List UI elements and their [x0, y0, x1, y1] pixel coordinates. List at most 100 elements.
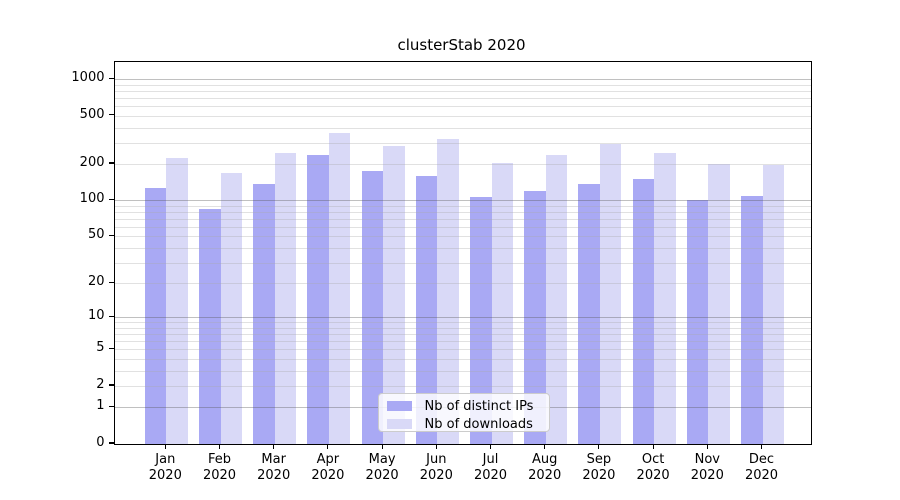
gridline-minor [114, 226, 811, 228]
bar-downloads-oct [654, 152, 676, 444]
gridline-minor [114, 283, 811, 285]
gridline-minor [114, 386, 811, 387]
bar-downloads-jun [437, 139, 459, 444]
y-axis-tick [108, 234, 114, 237]
gridline-minor [114, 164, 811, 166]
bar-distinct-ips-aug [524, 190, 546, 444]
y-axis-tick-label: 0 [96, 435, 105, 450]
gridline-minor [114, 218, 811, 220]
bar-distinct-ips-sep [578, 183, 600, 444]
bar-distinct-ips-may [361, 171, 384, 444]
gridline-major [114, 200, 811, 202]
bar-distinct-ips-jul [470, 196, 492, 444]
bar-distinct-ips-dec [741, 195, 763, 444]
gridline-major [114, 317, 811, 319]
gridline-minor [114, 106, 811, 108]
x-axis-tick [435, 444, 437, 450]
gridline-minor [114, 98, 811, 100]
x-axis-tick-label: Jul 2020 [473, 452, 508, 483]
x-axis-tick [489, 444, 492, 450]
y-axis-tick [108, 347, 114, 349]
bar-distinct-ips-jan [144, 187, 167, 444]
gridline-minor [114, 370, 811, 372]
bar-downloads-nov [708, 164, 730, 444]
bar-distinct-ips-feb [199, 208, 221, 444]
gridline-minor [114, 236, 811, 238]
x-axis-tick-label: May 2020 [365, 452, 399, 483]
y-axis-tick-label: 20 [87, 274, 105, 290]
x-axis-tick [544, 444, 546, 450]
legend-label-downloads: Nb of downloads [424, 416, 533, 432]
bar-downloads-may [383, 145, 405, 444]
chart-title: clusterStab 2020 [397, 36, 526, 54]
gridline-minor [114, 212, 811, 214]
bar-distinct-ips-oct [632, 179, 655, 444]
y-axis-tick-label: 500 [79, 106, 105, 122]
x-axis-tick-label: Nov 2020 [690, 452, 724, 483]
x-axis-tick [164, 444, 166, 450]
bar-downloads-dec [762, 165, 784, 444]
legend-item-distinct-ips: Nb of distinct IPs [379, 397, 549, 415]
gridline-minor [114, 349, 811, 351]
y-axis-tick [108, 77, 114, 79]
bar-distinct-ips-jun [415, 175, 438, 444]
gridline-minor [114, 142, 811, 144]
y-axis-tick [108, 281, 114, 283]
y-axis-tick [108, 315, 114, 317]
gridline-minor [114, 262, 811, 264]
x-axis-tick-label: Apr 2020 [311, 452, 345, 483]
y-axis-tick-label: 1000 [71, 70, 105, 86]
y-axis-tick [108, 162, 114, 164]
x-axis-tick-label: Aug 2020 [528, 452, 562, 483]
y-axis-tick-label: 10 [87, 308, 105, 324]
plot-area: Nb of distinct IPs Nb of downloads [113, 61, 812, 445]
gridline-minor [114, 91, 811, 93]
x-axis-tick-label: Mar 2020 [257, 452, 291, 483]
gridline-minor [114, 247, 811, 249]
gridline-major [114, 79, 811, 81]
y-axis-tick-label: 200 [79, 155, 105, 171]
legend-label-distinct-ips: Nb of distinct IPs [424, 398, 534, 414]
x-axis-tick [598, 444, 600, 450]
gridline-minor [114, 205, 811, 207]
x-axis-tick [218, 444, 221, 450]
legend-item-downloads: Nb of downloads [379, 415, 549, 433]
gridline-minor [114, 84, 811, 86]
x-axis-tick-label: Feb 2020 [202, 452, 237, 483]
y-axis-tick [108, 114, 114, 116]
gridline-minor [114, 115, 811, 117]
legend-swatch-distinct-ips [386, 401, 412, 411]
bar-distinct-ips-mar [253, 184, 275, 444]
x-axis-tick-label: Jun 2020 [419, 452, 453, 483]
gridline-minor [114, 334, 811, 336]
bar-downloads-apr [328, 132, 351, 444]
bar-distinct-ips-apr [307, 155, 329, 444]
x-axis-tick-label: Oct 2020 [636, 452, 670, 483]
y-axis-tick-label: 5 [96, 340, 105, 356]
y-axis-tick-label: 50 [87, 227, 105, 243]
x-axis-tick [273, 444, 275, 450]
gridline-minor [114, 359, 811, 361]
x-axis-tick [381, 444, 383, 450]
x-axis-tick [327, 444, 329, 450]
y-axis-tick-label: 100 [79, 191, 105, 207]
x-axis-tick-label: Dec 2020 [744, 452, 779, 483]
x-axis-tick [706, 444, 708, 450]
y-axis-tick-label: 2 [96, 377, 105, 392]
bar-downloads-jul [491, 162, 513, 444]
x-axis-tick [760, 444, 763, 450]
y-axis-tick [108, 384, 114, 386]
x-axis-tick-label: Jan 2020 [148, 452, 182, 483]
x-axis-tick-label: Sep 2020 [582, 452, 616, 483]
gridline-minor [114, 328, 811, 329]
gridline-minor [114, 127, 811, 129]
bar-downloads-mar [274, 152, 297, 444]
legend-swatch-downloads [386, 419, 412, 429]
gridline-minor [114, 322, 811, 324]
bar-distinct-ips-nov [686, 200, 709, 444]
bar-downloads-feb [220, 172, 242, 444]
bar-downloads-sep [599, 144, 622, 444]
x-axis-tick [652, 444, 654, 450]
gridline-minor [114, 341, 811, 343]
